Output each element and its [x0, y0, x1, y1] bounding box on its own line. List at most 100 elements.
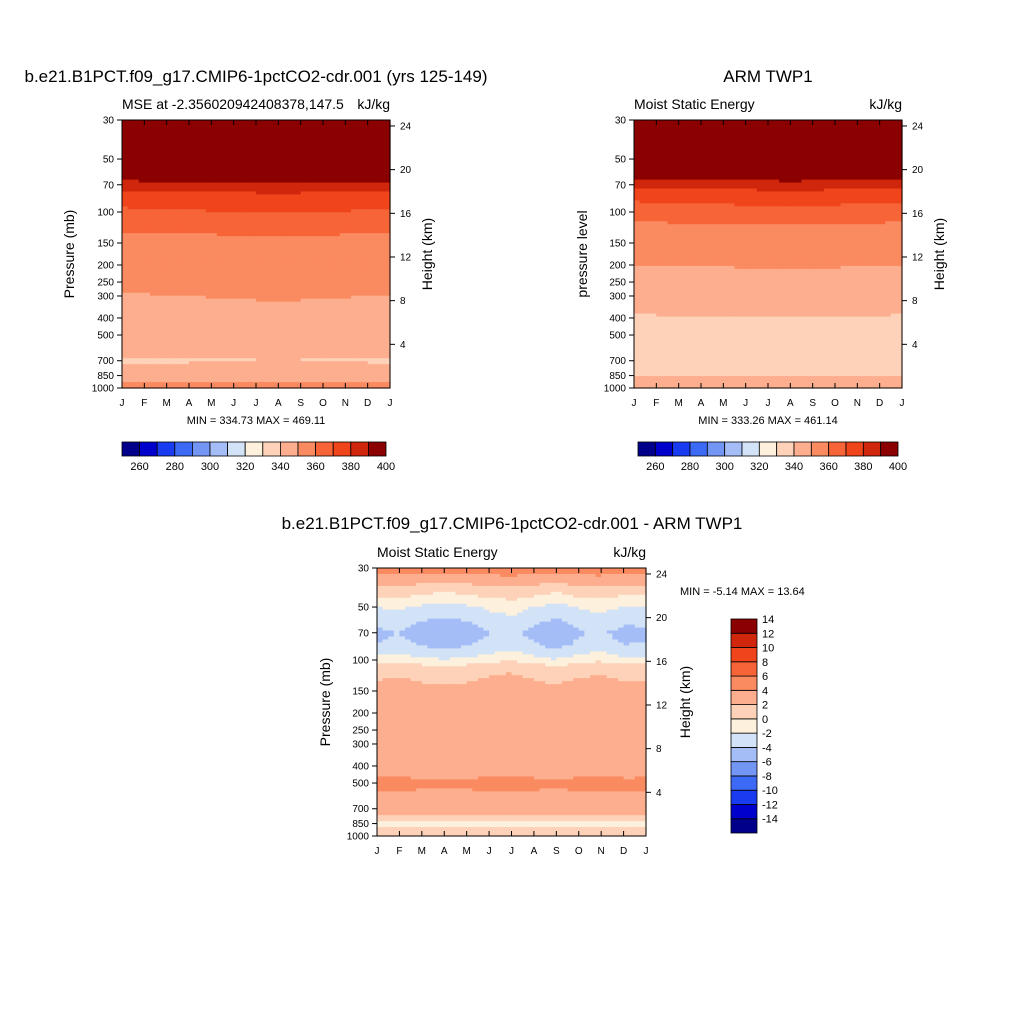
- contour-cell: [261, 340, 268, 344]
- contour-cell: [194, 373, 201, 377]
- contour-cell: [328, 245, 335, 249]
- contour-cell: [244, 313, 252, 318]
- contour-cell: [256, 137, 263, 142]
- contour-cell: [172, 167, 179, 172]
- contour-cell: [272, 120, 279, 124]
- contour-cell: [211, 367, 218, 371]
- contour-cell: [339, 304, 346, 309]
- contour-cell: [339, 328, 346, 333]
- contour-cell: [194, 134, 201, 139]
- contour-cell: [194, 358, 201, 362]
- contour-cell: [222, 310, 229, 315]
- contour-cell: [317, 173, 324, 178]
- contour-cell: [216, 215, 224, 219]
- contour-cell: [216, 245, 224, 249]
- contour-cell: [189, 158, 196, 163]
- contour-cell: [177, 307, 185, 312]
- contour-cell: [189, 376, 196, 380]
- contour-cell: [300, 143, 307, 148]
- contour-cell: [267, 122, 274, 127]
- contour-cell: [261, 221, 268, 225]
- contour-cell: [261, 131, 268, 136]
- contour-cell: [295, 328, 302, 333]
- contour-cell: [250, 152, 257, 157]
- contour-cell: [122, 385, 129, 389]
- contour-cell: [233, 161, 240, 166]
- contour-cell: [239, 143, 246, 148]
- contour-cell: [311, 251, 319, 255]
- contour-cell: [367, 242, 374, 246]
- contour-cell: [244, 301, 252, 306]
- contour-cell: [250, 358, 257, 362]
- contour-cell: [345, 134, 352, 139]
- contour-cell: [228, 149, 235, 154]
- contour-cell: [373, 131, 380, 136]
- contour-cell: [127, 200, 134, 204]
- contour-cell: [306, 209, 313, 213]
- contour-cell: [356, 140, 363, 145]
- contour-cell: [295, 316, 302, 321]
- panel-subtitle-right: kJ/kg: [869, 96, 902, 112]
- contour-cell: [177, 152, 185, 157]
- contour-cell: [283, 379, 291, 383]
- contour-cell: [256, 319, 263, 324]
- contour-cell: [200, 283, 207, 288]
- contour-cell: [283, 209, 291, 213]
- contour-cell: [300, 283, 307, 288]
- contour-cell: [250, 334, 257, 338]
- contour-cell: [194, 295, 201, 300]
- contour-cell: [272, 224, 279, 228]
- contour-cell: [122, 319, 129, 324]
- contour-cell: [350, 140, 358, 145]
- contour-cell: [261, 364, 268, 368]
- contour-cell: [278, 248, 285, 252]
- contour-cell: [205, 251, 212, 255]
- contour-cell: [155, 259, 162, 264]
- contour-cell: [311, 227, 319, 231]
- contour-cell: [172, 385, 179, 389]
- contour-cell: [311, 167, 319, 172]
- contour-cell: [350, 313, 358, 318]
- contour-cell: [149, 221, 157, 225]
- contour-cell: [328, 343, 335, 347]
- contour-cell: [172, 128, 179, 133]
- contour-cell: [295, 182, 302, 187]
- contour-cell: [127, 277, 134, 282]
- contour-cell: [384, 328, 391, 333]
- contour-cell: [328, 286, 335, 291]
- contour-cell: [177, 385, 185, 389]
- contour-cell: [328, 298, 335, 303]
- contour-cell: [373, 367, 380, 371]
- contour-cell: [149, 322, 157, 327]
- contour-cell: [161, 161, 168, 166]
- contour-cell: [127, 334, 134, 338]
- contour-cell: [350, 227, 358, 231]
- contour-cell: [311, 379, 319, 383]
- contour-cell: [172, 265, 179, 270]
- contour-cell: [194, 334, 201, 338]
- contour-cell: [261, 224, 268, 228]
- contour-cell: [222, 262, 229, 267]
- contour-cell: [378, 176, 386, 181]
- contour-cell: [384, 334, 391, 338]
- contour-cell: [216, 120, 224, 124]
- contour-cell: [183, 164, 190, 169]
- contour-cell: [317, 337, 324, 341]
- contour-cell: [339, 340, 346, 344]
- contour-cell: [334, 248, 341, 252]
- contour-cell: [323, 379, 330, 383]
- contour-cell: [356, 295, 363, 300]
- contour-cell: [356, 134, 363, 139]
- contour-cell: [189, 182, 196, 187]
- contour-cell: [373, 298, 380, 303]
- contour-cell: [373, 343, 380, 347]
- contour-cell: [228, 215, 235, 219]
- contour-cell: [194, 239, 201, 243]
- contour-cell: [211, 283, 218, 288]
- contour-cell: [300, 125, 307, 130]
- contour-cell: [300, 218, 307, 222]
- contour-cell: [122, 188, 129, 193]
- contour-cell: [311, 140, 319, 145]
- contour-cell: [272, 188, 279, 193]
- contour-cell: [256, 134, 263, 139]
